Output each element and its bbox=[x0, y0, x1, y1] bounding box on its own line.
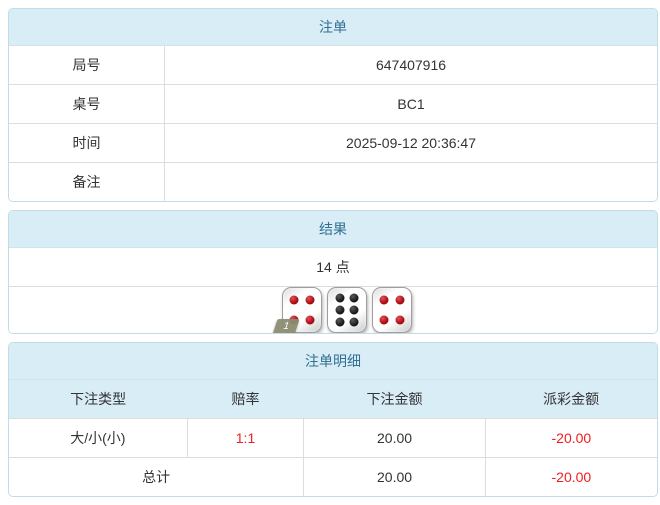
die-pip bbox=[349, 305, 359, 315]
total-bet-amount: 20.00 bbox=[303, 457, 486, 496]
die-pip bbox=[379, 295, 389, 305]
die-pip bbox=[335, 317, 345, 327]
col-header-odds: 赔率 bbox=[187, 379, 304, 419]
col-header-bet-amount: 下注金额 bbox=[303, 379, 486, 419]
die-pip bbox=[305, 295, 315, 305]
dice-cell: 1 bbox=[9, 286, 657, 333]
result-table: 结果 14 点 1 bbox=[9, 211, 657, 333]
bet-detail-panel: 注单明细 下注类型 赔率 下注金额 派彩金额 大/小(小) 1:1 20.00 … bbox=[8, 342, 658, 497]
detail-data-row: 大/小(小) 1:1 20.00 -20.00 bbox=[9, 418, 657, 458]
col-header-payout-amount: 派彩金额 bbox=[485, 379, 657, 419]
bet-slip-table: 注单 局号 647407916 桌号 BC1 时间 2025-09-12 20:… bbox=[9, 9, 657, 201]
time-label: 时间 bbox=[9, 123, 166, 163]
dice-group: 1 bbox=[13, 287, 653, 333]
die-pip bbox=[349, 317, 359, 327]
remark-label: 备注 bbox=[9, 162, 166, 201]
col-header-bet-type: 下注类型 bbox=[9, 379, 188, 419]
detail-header-row: 下注类型 赔率 下注金额 派彩金额 bbox=[9, 379, 657, 419]
die-pip bbox=[395, 295, 405, 305]
table-row: 局号 647407916 bbox=[9, 45, 657, 85]
table-row: 备注 bbox=[9, 162, 657, 201]
total-label: 总计 bbox=[9, 457, 305, 496]
die-pip bbox=[289, 295, 299, 305]
total-payout-amount: -20.00 bbox=[485, 457, 657, 496]
bet-detail-title: 注单明细 bbox=[9, 343, 657, 380]
bet-slip-title: 注单 bbox=[9, 9, 657, 46]
time-value: 2025-09-12 20:36:47 bbox=[164, 123, 657, 163]
odds-value: 1:1 bbox=[187, 418, 305, 458]
die-pip bbox=[335, 293, 345, 303]
table-row: 桌号 BC1 bbox=[9, 84, 657, 124]
table-number-label: 桌号 bbox=[9, 84, 166, 124]
round-number-value: 647407916 bbox=[164, 45, 657, 85]
bet-type-value: 大/小(小) bbox=[9, 418, 188, 458]
die-tag: 1 bbox=[272, 319, 300, 333]
die-pip bbox=[395, 315, 405, 325]
die-icon: 1 bbox=[272, 287, 322, 333]
result-panel: 结果 14 点 1 bbox=[8, 210, 658, 334]
remark-value bbox=[164, 162, 657, 201]
die-pip bbox=[335, 305, 345, 315]
result-title: 结果 bbox=[9, 211, 657, 248]
die-pip bbox=[349, 293, 359, 303]
bet-detail-table: 注单明细 下注类型 赔率 下注金额 派彩金额 大/小(小) 1:1 20.00 … bbox=[9, 343, 657, 496]
result-points: 14 点 bbox=[9, 247, 657, 287]
round-number-label: 局号 bbox=[9, 45, 166, 85]
die-icon bbox=[327, 287, 367, 333]
die-icon bbox=[372, 287, 412, 333]
bet-record-page: 注单 局号 647407916 桌号 BC1 时间 2025-09-12 20:… bbox=[8, 8, 658, 505]
die-pip bbox=[379, 315, 389, 325]
payout-amount-value: -20.00 bbox=[485, 418, 657, 458]
bet-slip-panel: 注单 局号 647407916 桌号 BC1 时间 2025-09-12 20:… bbox=[8, 8, 658, 202]
bet-amount-value: 20.00 bbox=[303, 418, 486, 458]
die-pip bbox=[305, 315, 315, 325]
table-number-value: BC1 bbox=[164, 84, 657, 124]
detail-total-row: 总计 20.00 -20.00 bbox=[9, 457, 657, 496]
table-row: 时间 2025-09-12 20:36:47 bbox=[9, 123, 657, 163]
